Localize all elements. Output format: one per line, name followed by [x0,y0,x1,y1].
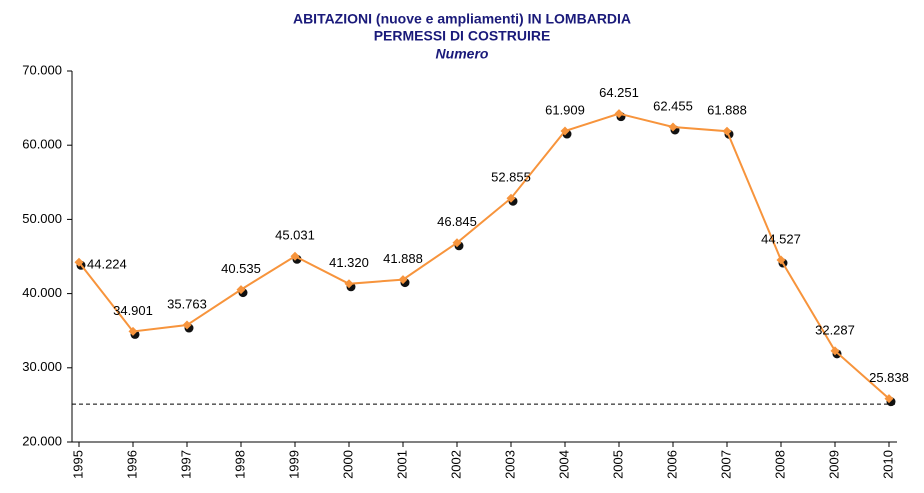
data-label: 34.901 [113,303,153,318]
data-label: 45.031 [275,228,315,243]
data-label: 40.535 [221,261,261,276]
x-tick-label: 2000 [340,450,355,479]
data-label: 44.527 [761,231,801,246]
y-tick-label: 30.000 [22,359,62,374]
data-label: 46.845 [437,214,477,229]
unit-label: Numero [436,46,489,62]
data-label: 41.888 [383,251,423,266]
marker [344,279,354,289]
data-label: 25.838 [869,370,909,385]
marker [398,275,408,285]
x-tick-label: 2005 [610,450,625,479]
data-label: 32.287 [815,322,855,337]
marker [452,238,462,248]
data-label: 62.455 [653,98,693,113]
y-tick-label: 60.000 [22,137,62,152]
x-tick-label: 2006 [664,450,679,479]
data-label: 61.909 [545,102,585,117]
x-tick-label: 2010 [880,450,895,479]
x-tick-label: 2008 [772,450,787,479]
x-tick-label: 1998 [232,450,247,479]
data-label: 35.763 [167,296,207,311]
x-tick-label: 2004 [556,450,571,479]
marker [614,109,624,119]
x-tick-label: 2001 [394,450,409,479]
marker [236,285,246,295]
data-label: 52.855 [491,170,531,185]
y-tick-label: 40.000 [22,285,62,300]
x-tick-label: 1996 [124,450,139,479]
x-tick-label: 2003 [502,450,517,479]
y-tick-label: 20.000 [22,433,62,448]
marker [668,122,678,132]
data-label: 44.224 [87,257,127,272]
x-tick-label: 2009 [826,450,841,479]
y-tick-label: 50.000 [22,211,62,226]
data-label: 61.888 [707,103,747,118]
marker [290,251,300,261]
marker [830,346,840,356]
x-tick-label: 2007 [718,450,733,479]
marker [776,255,786,265]
x-tick-label: 1995 [70,450,85,479]
line [78,112,890,400]
y-tick-label: 70.000 [22,62,62,77]
chart-title: ABITAZIONI (nuove e ampliamenti) IN LOMB… [293,11,631,27]
data-label: 64.251 [599,85,639,100]
marker [722,126,732,136]
marker [884,394,894,404]
marker [128,326,138,336]
x-tick-label: 2002 [448,450,463,479]
marker [182,320,192,330]
data-label: 41.320 [329,255,369,270]
marker [560,126,570,136]
chart-subtitle: PERMESSI DI COSTRUIRE [374,28,551,44]
marker [74,257,84,267]
x-tick-label: 1997 [178,450,193,479]
marker [506,193,516,203]
x-tick-label: 1999 [286,450,301,479]
